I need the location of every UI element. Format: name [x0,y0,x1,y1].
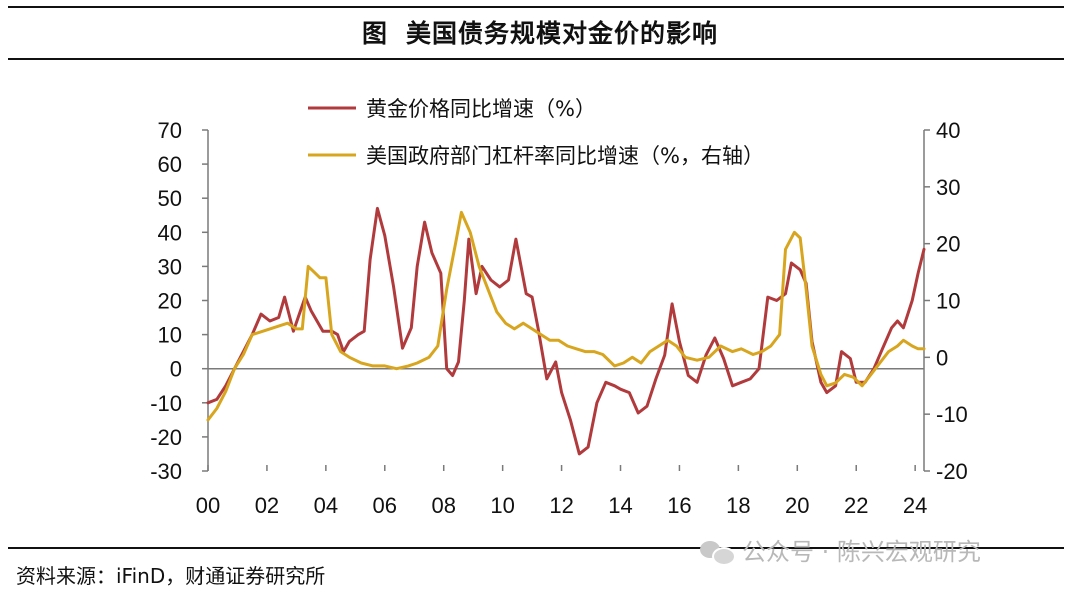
source-note: 资料来源：iFinD，财通证券研究所 [16,564,326,588]
x-tick-label: 22 [844,493,868,518]
right-tick-label: 0 [936,345,948,370]
x-tick-label: 04 [314,493,338,518]
left-tick-label: 30 [158,254,182,279]
x-tick-label: 08 [431,493,455,518]
left-tick-label: 70 [158,118,182,143]
left-tick-label: 60 [158,152,182,177]
left-tick-label: -30 [150,459,182,484]
right-tick-label: -10 [936,402,968,427]
right-tick-label: 30 [936,175,960,200]
axes: 70 60 50 40 30 20 10 0 -10 -20 -30 40 30 20 10 0 -10 -20 0… [150,118,968,518]
figure-title-text: 美国债务规模对金价的影响 [406,19,719,48]
series-line-gold-price [206,206,926,456]
left-tick-label: 50 [158,186,182,211]
x-tick-label: 00 [196,493,220,518]
watermark: 公众号 · 陈兴宏观研究 [700,532,981,567]
left-tick-label: 20 [158,289,182,314]
x-tick-label: 16 [667,493,691,518]
x-tick-label: 24 [903,493,927,518]
left-tick-label: 0 [170,357,182,382]
x-tick-label: 12 [549,493,573,518]
legend: 黄金价格同比增速（%） 美国政府部门杠杆率同比增速（%，右轴） [308,97,764,168]
right-tick-label: 20 [936,232,960,257]
right-tick-label: -20 [936,459,968,484]
legend-label-gold-price: 黄金价格同比增速（%） [366,97,596,121]
left-tick-label: 40 [158,220,182,245]
wechat-icon [700,537,736,566]
footer-rule [8,547,1064,549]
left-tick-label: -10 [150,391,182,416]
figure-mark: 图 [361,19,388,48]
legend-label-gov-leverage: 美国政府部门杠杆率同比增速（%，右轴） [366,144,764,168]
x-tick-label: 18 [726,493,750,518]
top-rule [8,6,1064,8]
series-line-gov-leverage [206,210,926,422]
x-tick-label: 20 [785,493,809,518]
x-tick-label: 14 [608,493,632,518]
x-tick-label: 06 [373,493,397,518]
title-rule [8,58,1064,60]
watermark-text: 公众号 · 陈兴宏观研究 [742,538,981,566]
right-tick-label: 40 [936,118,960,143]
figure-title: 图美国债务规模对金价的影响 [0,14,1080,50]
left-tick-label: -20 [150,425,182,450]
x-tick-label: 10 [490,493,514,518]
x-tick-label: 02 [255,493,279,518]
series-lines [206,206,926,456]
chart: 70 60 50 40 30 20 10 0 -10 -20 -30 40 30 20 10 0 -10 -20 0… [150,97,968,518]
left-tick-label: 10 [158,323,182,348]
right-tick-label: 10 [936,289,960,314]
